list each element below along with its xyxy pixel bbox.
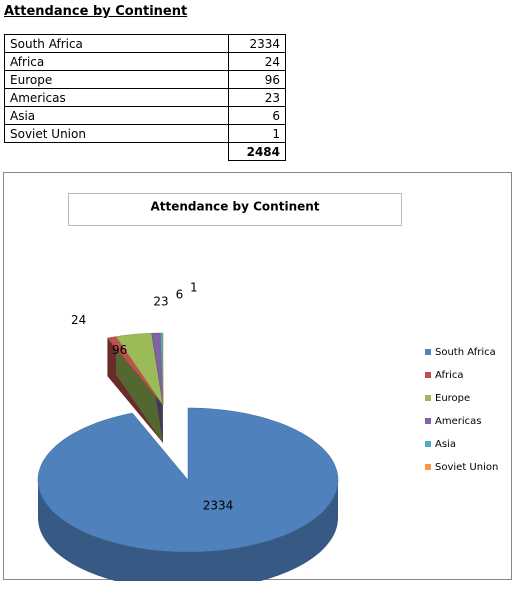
legend-label: Americas bbox=[435, 416, 481, 427]
data-label: 96 bbox=[112, 343, 127, 357]
continent-cell: South Africa bbox=[4, 34, 229, 53]
count-cell: 2334 bbox=[228, 34, 286, 53]
count-cell: 1 bbox=[228, 124, 286, 143]
total-row: 2484 bbox=[5, 142, 286, 161]
data-label: 24 bbox=[71, 313, 86, 327]
legend-swatch bbox=[425, 418, 431, 424]
table-row: Europe 96 bbox=[4, 70, 286, 89]
slice-side bbox=[116, 336, 163, 443]
blank-cell bbox=[5, 143, 229, 161]
document-title: Attendance by Continent bbox=[4, 4, 188, 19]
table-body: South Africa 2334 Africa 24 Europe 96 Americas… bbox=[4, 34, 286, 161]
attendance-table: South Africa 2334 Africa 24 Europe 96 Americas… bbox=[4, 34, 286, 161]
slice bbox=[37, 407, 339, 553]
legend-label: Asia bbox=[435, 439, 456, 450]
legend-label: Soviet Union bbox=[435, 462, 498, 473]
legend-swatch bbox=[425, 395, 431, 401]
count-cell: 23 bbox=[228, 88, 286, 107]
table-row: Soviet Union 1 bbox=[4, 124, 286, 143]
continent-cell: Soviet Union bbox=[4, 124, 229, 143]
table-row: Africa 24 bbox=[4, 52, 286, 71]
data-label: 23 bbox=[153, 295, 168, 309]
legend-label: Europe bbox=[435, 393, 470, 404]
table-row: Asia 6 bbox=[4, 106, 286, 125]
slice bbox=[115, 332, 164, 406]
chart: Attendance by Continent 2334 24 96 23 61 Sout… bbox=[3, 172, 512, 581]
table-row: Americas 23 bbox=[4, 88, 286, 107]
table-row: South Africa 2334 bbox=[4, 34, 286, 53]
continent-cell: Europe bbox=[4, 70, 229, 89]
continent-cell: Africa bbox=[4, 52, 229, 71]
legend-swatch bbox=[425, 464, 431, 470]
data-label: 6 bbox=[176, 288, 184, 302]
legend-swatch bbox=[425, 372, 431, 378]
continent-cell: Asia bbox=[4, 106, 229, 125]
legend-label: Africa bbox=[435, 370, 464, 381]
legend-label: South Africa bbox=[435, 347, 496, 358]
legend-swatch bbox=[425, 349, 431, 355]
chart-title-box bbox=[68, 193, 402, 226]
chart-title: Attendance by Continent bbox=[150, 200, 319, 214]
continent-cell: Americas bbox=[4, 88, 229, 107]
data-label: 2334 bbox=[203, 499, 234, 513]
slice-rim bbox=[38, 480, 338, 581]
count-cell: 6 bbox=[228, 106, 286, 125]
count-cell: 24 bbox=[228, 52, 286, 71]
count-cell: 96 bbox=[228, 70, 286, 89]
total-cell: 2484 bbox=[228, 142, 286, 161]
legend-swatch bbox=[425, 441, 431, 447]
data-label: 1 bbox=[190, 281, 198, 295]
